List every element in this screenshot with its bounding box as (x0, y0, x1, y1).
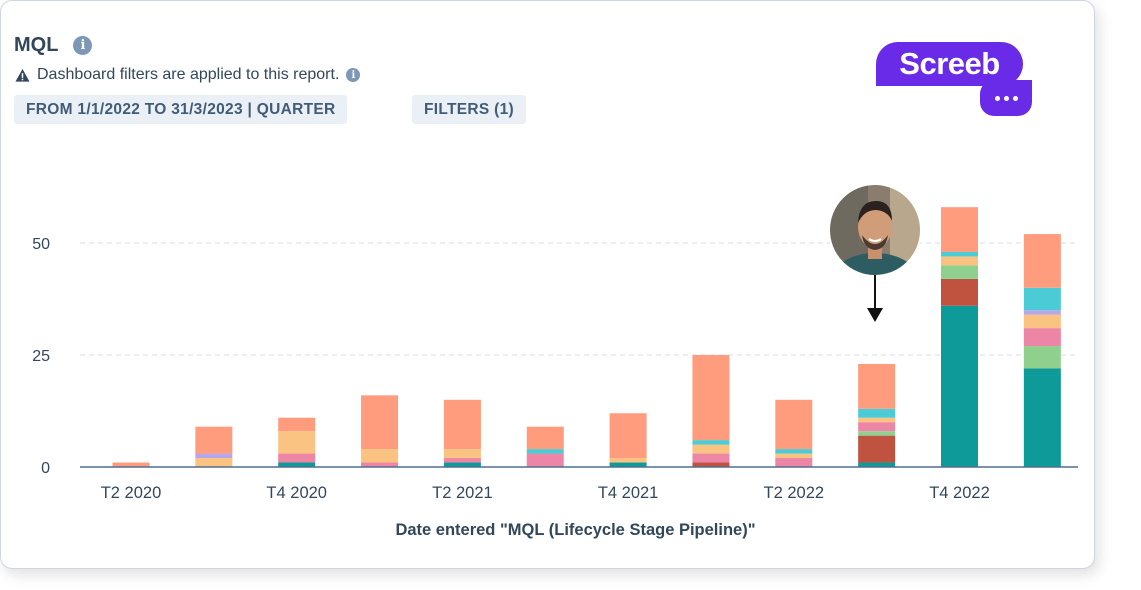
bar-segment (941, 265, 978, 279)
logo-wordmark: Screeb (876, 42, 1023, 86)
bar-segment (1023, 287, 1061, 311)
bar-segment (775, 453, 813, 459)
bar-segment (692, 355, 730, 441)
bar-segment (775, 399, 813, 450)
bar-segment (858, 431, 896, 436)
bar-segment (941, 207, 978, 252)
bar-segment (941, 278, 978, 306)
bar-segment (1023, 314, 1061, 329)
filters-chip[interactable]: FILTERS (1) (412, 95, 526, 124)
x-tick-label: T4 2021 (598, 484, 659, 502)
bar-segment (195, 458, 233, 467)
bar-segment (278, 431, 316, 454)
arrow-down-icon (867, 275, 883, 322)
bar-segment (692, 462, 730, 467)
bar-segment (858, 417, 896, 423)
report-title: MQL (14, 34, 59, 56)
filters-notice: Dashboard filters are applied to this re… (15, 66, 361, 84)
bar-segment (195, 453, 233, 459)
x-tick-label: T2 2022 (764, 484, 825, 502)
bar-segment (941, 256, 978, 266)
notice-info-icon[interactable]: i (346, 68, 361, 82)
bar-segment (775, 449, 813, 454)
x-tick-label: T2 2021 (432, 484, 493, 502)
bar-segment (1023, 310, 1061, 315)
bar-segment (858, 422, 896, 432)
bar-segment (1023, 234, 1061, 288)
bar-segment (443, 399, 481, 450)
report-header: MQL i (14, 34, 93, 57)
bar-segment (692, 440, 730, 445)
x-tick-label: T2 2020 (101, 484, 162, 502)
notice-text: Dashboard filters are applied to this re… (37, 66, 340, 83)
x-axis-title: Date entered "MQL (Lifecycle Stage Pipel… (395, 521, 756, 539)
screeb-logo: Screeb (876, 42, 1034, 118)
info-icon[interactable]: i (73, 36, 93, 55)
bar-segment (609, 462, 647, 467)
bar-segment (443, 462, 481, 467)
bar-segment (1023, 368, 1061, 467)
bar-segment (858, 435, 896, 463)
bar-segment (941, 251, 978, 257)
bar-segment (858, 363, 896, 409)
chat-bubble-icon (980, 80, 1032, 116)
bar-segment (692, 453, 730, 463)
x-tick-label: T4 2020 (266, 484, 327, 502)
bar-segment (112, 462, 150, 467)
person-avatar (828, 183, 922, 277)
bar-segment (609, 458, 647, 463)
bar-segment (278, 417, 316, 432)
bar-segment (443, 458, 481, 463)
bar-segment (692, 444, 730, 454)
bar-segment (195, 426, 233, 454)
x-tick-label: T4 2022 (929, 484, 990, 502)
date-range-chip[interactable]: FROM 1/1/2022 TO 31/3/2023 | QUARTER (14, 95, 348, 124)
bar-segment (526, 449, 564, 454)
y-tick-label: 50 (32, 236, 50, 253)
bar-segment (526, 453, 564, 467)
warning-icon (15, 68, 30, 82)
bar-segment (361, 449, 399, 463)
bar-segment (526, 426, 564, 450)
y-tick-label: 0 (41, 460, 50, 477)
report-card (0, 0, 1095, 569)
bar-segment (858, 408, 896, 418)
y-tick-label: 25 (32, 348, 50, 365)
bar-segment (775, 458, 813, 467)
bar-segment (609, 413, 647, 459)
bar-segment (278, 462, 316, 467)
bar-segment (443, 449, 481, 459)
bar-segment (941, 305, 978, 467)
bar-segment (278, 453, 316, 463)
bar-segment (1023, 346, 1061, 369)
bar-segment (1023, 328, 1061, 347)
bar-segment (361, 462, 399, 467)
bar-segment (361, 395, 399, 450)
bar-segment (858, 462, 896, 467)
